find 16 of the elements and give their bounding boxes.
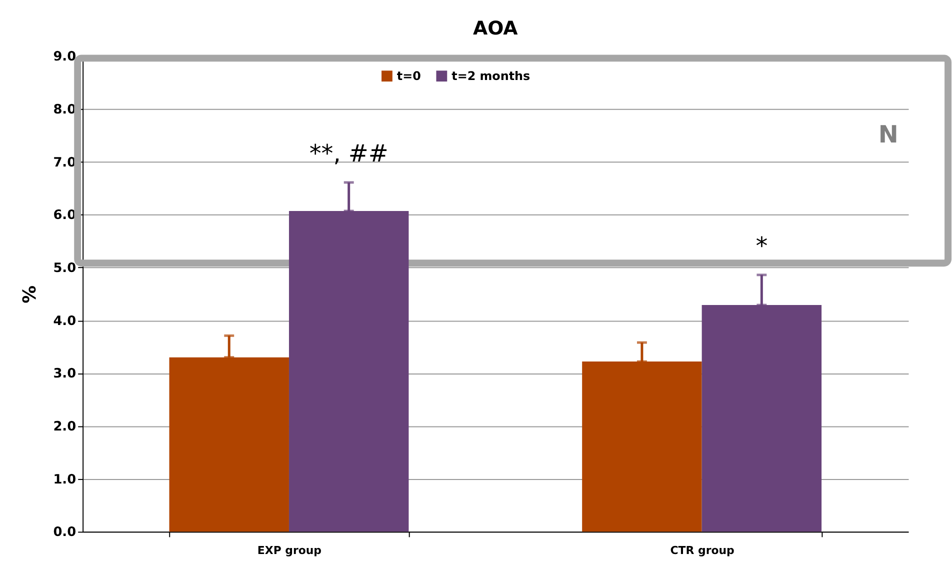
y-tick-label: 4.0 — [53, 314, 76, 329]
legend-label: t=0 — [396, 69, 421, 84]
y-tick-label: 9.0 — [53, 50, 76, 65]
y-tick-label: 5.0 — [53, 260, 76, 276]
legend-label: t=2 months — [452, 69, 530, 84]
x-tick-label: EXP group — [257, 544, 322, 558]
y-tick-label: 2.0 — [53, 419, 76, 434]
chart-title: AOA — [473, 17, 518, 40]
x-tick-label: CTR group — [670, 544, 735, 558]
y-tick-label: 0.0 — [53, 525, 76, 540]
y-tick-label: 3.0 — [53, 366, 76, 382]
annotation: N — [878, 120, 898, 149]
y-axis-title: % — [19, 285, 40, 304]
y-tick-label: 1.0 — [53, 472, 76, 488]
annotation: **, ## — [309, 140, 388, 168]
annotation: * — [756, 232, 768, 260]
